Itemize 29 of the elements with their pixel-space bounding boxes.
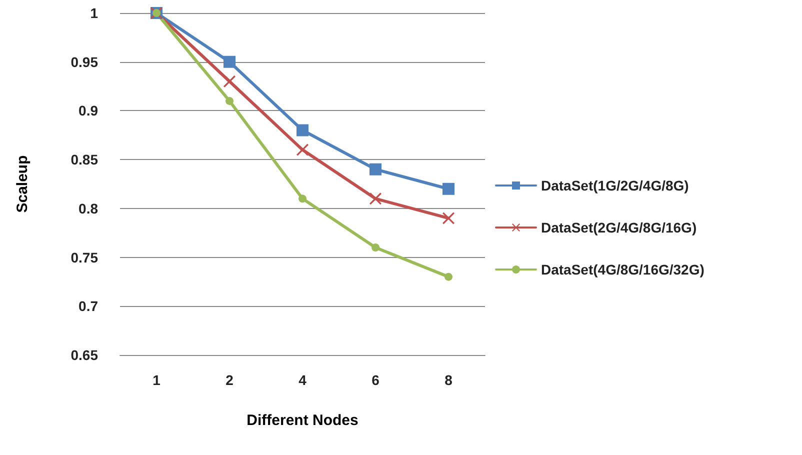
- point: [370, 163, 382, 176]
- x-tick-label: 8: [444, 372, 453, 388]
- legend-label: DataSet(2G/4G/8G/16G): [541, 220, 697, 236]
- y-tick-label: 0.95: [70, 54, 98, 70]
- point: [296, 124, 308, 136]
- y-tick-label: 0.65: [70, 347, 98, 363]
- point: [298, 194, 306, 203]
- point: [444, 272, 452, 281]
- y-tick-label: 0.85: [70, 152, 98, 168]
- point: [442, 182, 454, 195]
- x-axis-title: Different Nodes: [246, 412, 358, 429]
- x-tick-label: 6: [372, 372, 380, 388]
- point: [224, 56, 236, 68]
- point: [224, 75, 236, 88]
- y-tick-label: 0.9: [78, 102, 98, 119]
- point: [372, 244, 380, 252]
- x-tick-label: 1: [152, 372, 161, 388]
- point: [226, 96, 234, 105]
- legend-label: DataSet(1G/2G/4G/8G): [541, 178, 689, 194]
- point: [442, 212, 454, 224]
- x-tick-label: 2: [226, 372, 234, 388]
- y-tick-label: 1: [90, 5, 98, 21]
- x-tick-label: 4: [298, 372, 307, 388]
- point: [370, 192, 382, 205]
- y-tick-label: 0.7: [78, 298, 98, 314]
- y-tick-label: 0.75: [70, 249, 98, 266]
- legend-label: DataSet(4G/8G/16G/32G): [541, 262, 704, 278]
- y-tick-label: 0.8: [78, 200, 98, 216]
- y-axis-title: Scaleup: [14, 155, 31, 213]
